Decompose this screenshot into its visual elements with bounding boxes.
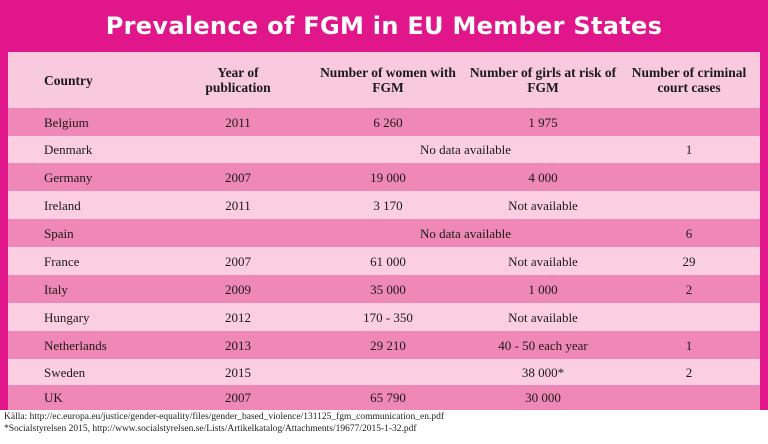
cell-year: 2007 bbox=[225, 253, 251, 269]
table-row: Sweden 2015 38 000* 2 bbox=[8, 359, 760, 385]
cell-cases bbox=[618, 303, 760, 331]
cell-year: 2013 bbox=[225, 337, 251, 353]
table-row: Belgium 2011 6 260 1 975 bbox=[8, 108, 760, 136]
cell-no-data: No data available bbox=[420, 142, 511, 157]
cell-year: 2009 bbox=[225, 281, 251, 297]
cell-year: 2007 bbox=[225, 390, 251, 405]
cell-women: 170 - 350 bbox=[363, 309, 413, 325]
header-girls: Number of girls at risk of FGM bbox=[469, 65, 617, 95]
table-row: France 2007 61 000 Not available 29 bbox=[8, 247, 760, 275]
cell-women bbox=[313, 359, 463, 385]
cell-country: Netherlands bbox=[44, 337, 107, 353]
cell-girls: 38 000* bbox=[521, 364, 565, 380]
cell-girls: 30 000 bbox=[525, 390, 561, 405]
cell-country: Belgium bbox=[44, 114, 89, 130]
cell-country: Ireland bbox=[44, 197, 81, 213]
fgm-table: Country Year of publication Number of wo… bbox=[8, 52, 760, 410]
cell-country: Hungary bbox=[44, 309, 90, 325]
cell-country: Sweden bbox=[44, 364, 86, 380]
cell-country: Germany bbox=[44, 169, 93, 185]
cell-women: 19 000 bbox=[370, 169, 406, 185]
cell-cases: 6 bbox=[685, 225, 693, 241]
cell-women: 61 000 bbox=[370, 253, 406, 269]
table-row: Italy 2009 35 000 1 000 2 bbox=[8, 275, 760, 303]
cell-girls: Not available bbox=[508, 253, 578, 269]
footnote-socialstyrelsen: *Socialstyrelsen 2015, http://www.social… bbox=[4, 424, 417, 434]
cell-no-data: No data available bbox=[420, 225, 511, 241]
cell-country: Denmark bbox=[44, 142, 93, 157]
cell-year: 2011 bbox=[225, 114, 251, 130]
cell-women: 29 210 bbox=[370, 337, 406, 353]
table-row: Netherlands 2013 29 210 40 - 50 each yea… bbox=[8, 331, 760, 359]
cell-year: 2012 bbox=[225, 309, 251, 325]
header-country: Country bbox=[44, 72, 93, 88]
header-year: Year of publication bbox=[205, 65, 271, 95]
table-row: UK 2007 65 790 30 000 bbox=[8, 385, 760, 410]
cell-girls: 1 000 bbox=[528, 281, 558, 297]
cell-women: 6 260 bbox=[373, 114, 403, 130]
cell-women: 65 790 bbox=[370, 390, 406, 405]
cell-cases: 1 bbox=[685, 337, 693, 353]
cell-girls: Not available bbox=[508, 197, 578, 213]
cell-cases: 29 bbox=[682, 253, 696, 269]
cell-cases: 2 bbox=[685, 281, 693, 297]
source-note: Källa: http://ec.europa.eu/justice/gende… bbox=[4, 412, 445, 422]
cell-cases bbox=[618, 163, 760, 191]
cell-year bbox=[188, 219, 288, 247]
cell-country: Spain bbox=[44, 225, 74, 241]
table-row: Germany 2007 19 000 4 000 bbox=[8, 163, 760, 191]
cell-country: France bbox=[44, 253, 80, 269]
cell-cases bbox=[618, 191, 760, 219]
table-header-row: Country Year of publication Number of wo… bbox=[8, 52, 760, 108]
table-row: Hungary 2012 170 - 350 Not available bbox=[8, 303, 760, 331]
cell-year bbox=[188, 136, 288, 163]
footnotes: Källa: http://ec.europa.eu/justice/gende… bbox=[4, 411, 764, 435]
cell-year: 2015 bbox=[225, 364, 251, 380]
header-cases: Number of criminal court cases bbox=[631, 65, 747, 95]
cell-cases bbox=[618, 108, 760, 136]
cell-girls: 4 000 bbox=[528, 169, 558, 185]
cell-girls: 1 975 bbox=[528, 114, 558, 130]
cell-country: UK bbox=[44, 390, 63, 405]
table-row: Ireland 2011 3 170 Not available bbox=[8, 191, 760, 219]
page-title: Prevalence of FGM in EU Member States bbox=[105, 12, 663, 40]
cell-girls: Not available bbox=[508, 309, 578, 325]
cell-cases: 1 bbox=[685, 142, 693, 157]
cell-cases bbox=[618, 385, 760, 410]
cell-country: Italy bbox=[44, 281, 68, 297]
cell-cases: 2 bbox=[685, 364, 693, 380]
table-row: Spain No data available 6 bbox=[8, 219, 760, 247]
cell-women: 3 170 bbox=[373, 197, 403, 213]
table-row: Denmark No data available 1 bbox=[8, 136, 760, 163]
cell-girls: 40 - 50 each year bbox=[498, 337, 588, 353]
cell-year: 2007 bbox=[225, 169, 251, 185]
cell-year: 2011 bbox=[225, 197, 251, 213]
header-women: Number of women with FGM bbox=[320, 65, 456, 95]
cell-women: 35 000 bbox=[370, 281, 406, 297]
